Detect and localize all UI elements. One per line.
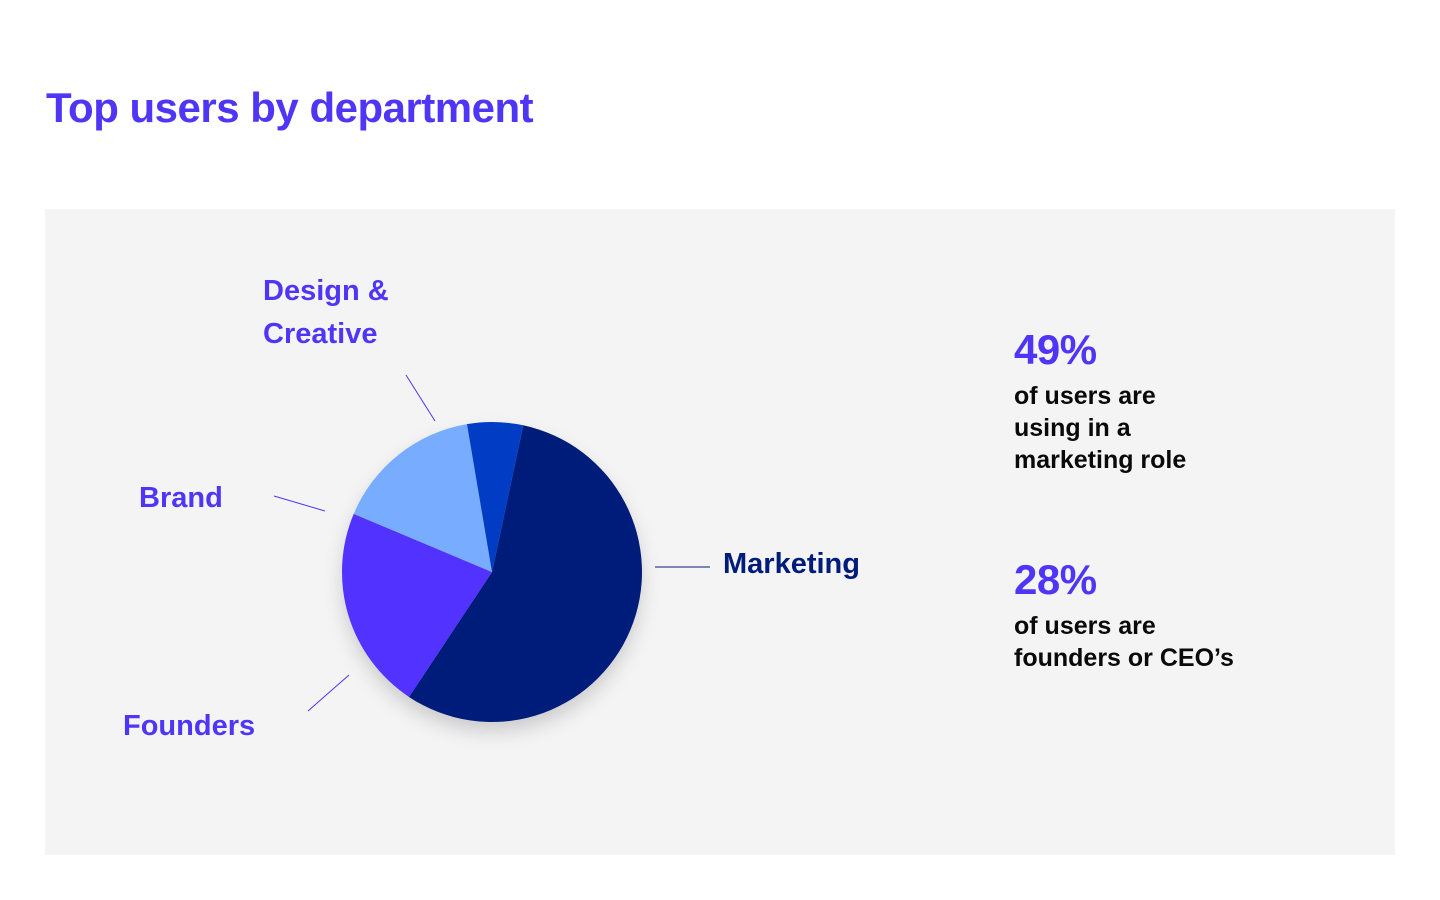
stat-line: using in a	[1014, 414, 1131, 442]
pie-slice-brand	[353, 424, 492, 572]
stat-line: of users are	[1014, 612, 1156, 640]
page-title: Top users by department	[46, 84, 534, 131]
stat-description: of users are using in a marketing role	[1014, 380, 1186, 476]
slice-label-line: Marketing	[723, 548, 860, 580]
stat-marketing: 49% of users are using in a marketing ro…	[1014, 326, 1186, 476]
stat-description: of users are founders or CEO’s	[1014, 610, 1234, 674]
stat-value: 28%	[1014, 556, 1097, 603]
pie-slices	[341, 421, 642, 723]
leader-line	[405, 374, 436, 422]
stat-line: of users are	[1014, 382, 1156, 410]
pie-leader-lines	[273, 374, 710, 712]
stat-founders: 28% of users are founders or CEO’s	[1014, 556, 1234, 674]
pie-chart: Marketing Founders Brand Design & Creative	[123, 275, 860, 742]
slice-label-marketing: Marketing	[723, 548, 860, 580]
stat-value: 49%	[1014, 326, 1097, 373]
pie-labels: Marketing Founders Brand Design & Creative	[123, 275, 860, 742]
slice-label-line: Founders	[123, 710, 255, 742]
slice-label-line: Brand	[139, 482, 223, 514]
slice-label-design-creative: Design & Creative	[263, 275, 389, 350]
slice-label-line: Design &	[263, 275, 389, 307]
leader-line	[307, 674, 350, 712]
stat-line: marketing role	[1014, 446, 1187, 474]
pie-slice-founders	[341, 513, 492, 697]
slice-label-brand: Brand	[139, 482, 223, 514]
chart-panel: Marketing Founders Brand Design & Creative 4…	[45, 209, 1395, 855]
slice-label-line: Creative	[263, 318, 377, 350]
stat-line: founders or CEO’s	[1014, 644, 1234, 672]
slice-label-founders: Founders	[123, 710, 255, 742]
pie-slice-design-creative	[466, 421, 524, 572]
leader-line	[273, 495, 326, 512]
pie-slice-marketing	[408, 425, 642, 723]
